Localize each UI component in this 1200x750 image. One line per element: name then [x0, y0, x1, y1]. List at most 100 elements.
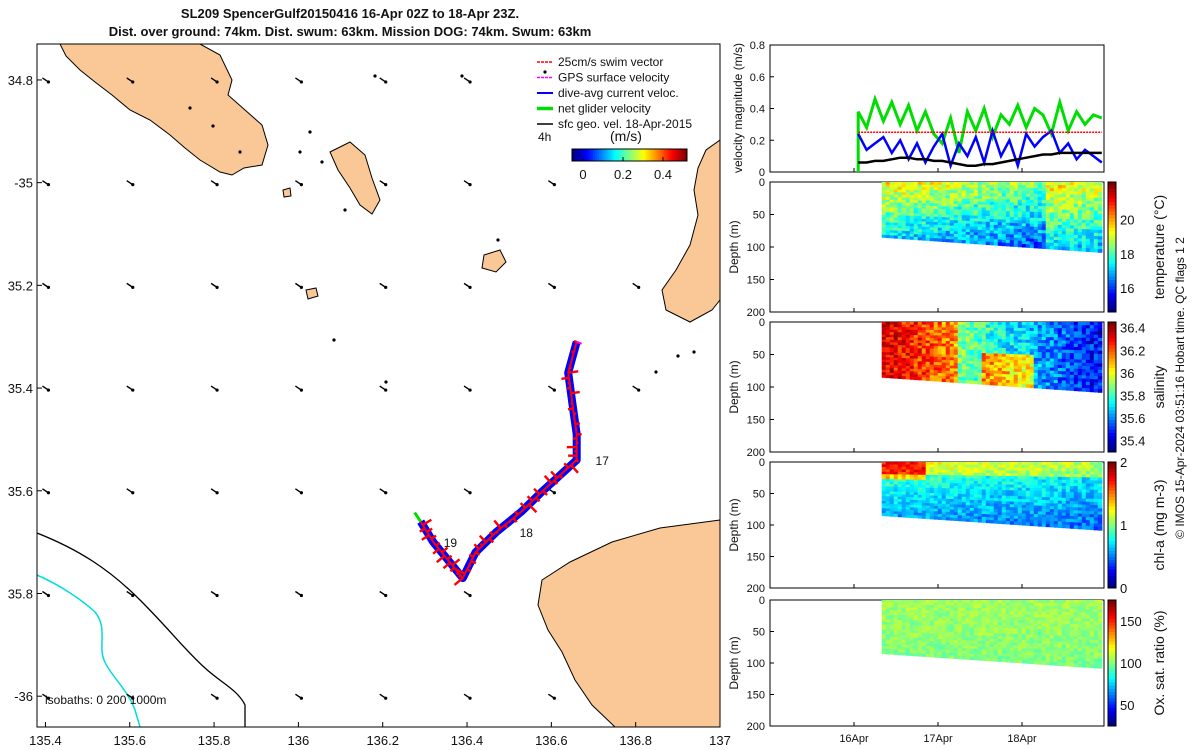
section-cell: [997, 644, 1003, 648]
section-cell: [1037, 364, 1043, 368]
section-cell: [941, 647, 947, 651]
section-cell: [1089, 465, 1095, 469]
section-cell: [893, 642, 899, 646]
section-cell: [1005, 345, 1011, 349]
section-cell: [1033, 205, 1039, 210]
section-cell: [1001, 199, 1007, 203]
section-cell: [933, 343, 939, 347]
section-cell: [1017, 648, 1023, 652]
section-cell: [909, 327, 915, 331]
section-cell: [1013, 184, 1019, 189]
section-cell: [1097, 360, 1103, 365]
section-cell: [1057, 237, 1063, 241]
section-cell: [989, 239, 995, 243]
colorbar-cell: [1108, 471, 1116, 476]
section-cell: [889, 212, 895, 216]
section-cell: [937, 641, 943, 645]
section-cell: [1073, 462, 1079, 466]
section-cell: [1033, 244, 1039, 249]
section-cell: [889, 644, 895, 648]
section-cell: [881, 217, 887, 221]
section-cell: [1025, 232, 1031, 236]
section-cell: [1009, 240, 1015, 244]
section-cell: [885, 189, 891, 193]
section-cell: [961, 193, 967, 197]
section-cell: [1049, 370, 1055, 375]
section-ytick-label: 0: [759, 177, 765, 189]
section-cell: [933, 238, 939, 242]
section-cell: [909, 184, 915, 188]
section-cell: [913, 497, 919, 501]
section-cell: [889, 506, 895, 510]
section-cell: [1057, 243, 1063, 247]
section-cell: [909, 342, 915, 346]
section-cell: [921, 216, 927, 220]
colorbar-cell: [1108, 247, 1116, 251]
section-cell: [957, 333, 963, 337]
section-cell: [1057, 521, 1063, 525]
section-cell: [1057, 377, 1063, 381]
section-cell: [945, 373, 951, 377]
section-cell: [1009, 515, 1015, 520]
section-cell: [933, 195, 939, 199]
section-cell: [909, 499, 915, 503]
section-cell: [893, 222, 899, 226]
section-cell: [981, 238, 987, 242]
section-cell: [1013, 342, 1019, 347]
section-cell: [1029, 202, 1035, 207]
section-cell: [949, 327, 955, 331]
section-cell: [925, 479, 931, 484]
colorbar-cell: [1108, 351, 1116, 355]
section-cell: [977, 369, 983, 374]
section-cell: [997, 503, 1003, 508]
section-cell: [1081, 519, 1087, 524]
section-cell: [885, 474, 891, 478]
section-cell: [1029, 487, 1035, 492]
section-cell: [933, 646, 939, 650]
section-cell: [1037, 385, 1043, 389]
section-cell: [1081, 325, 1087, 329]
section-cell: [1017, 193, 1023, 198]
section-cell: [1017, 380, 1023, 385]
section-cell: [981, 638, 987, 642]
section-cell: [1097, 489, 1103, 494]
section-cell: [889, 375, 895, 379]
section-cell: [1045, 337, 1051, 341]
section-cell: [985, 470, 991, 474]
section-cell: [901, 197, 907, 201]
section-cell: [1005, 216, 1011, 221]
section-cell: [957, 629, 963, 633]
section-cell: [929, 628, 935, 632]
section-cell: [1013, 631, 1019, 635]
section-cell: [933, 464, 939, 468]
section-cell: [885, 624, 891, 628]
section-cell: [933, 472, 939, 476]
section-cell: [981, 503, 987, 507]
section-cell: [1057, 371, 1063, 375]
section-cell: [1093, 468, 1099, 472]
section-cell: [929, 500, 935, 504]
section-cell: [1021, 375, 1027, 379]
section-cell: [945, 222, 951, 227]
section-cell: [993, 624, 999, 629]
section-cell: [1009, 602, 1015, 607]
section-cell: [1017, 464, 1023, 469]
velocity-ylabel: velocity magnitude (m/s): [731, 43, 745, 173]
section-cell: [973, 336, 979, 340]
section-cell: [997, 233, 1003, 238]
section-cell: [897, 362, 903, 367]
section-cell: [897, 622, 903, 626]
geo-vector-head-2: [215, 80, 219, 84]
section-cell: [1029, 467, 1035, 472]
section-cell: [977, 198, 983, 203]
section-cell: [1089, 200, 1095, 205]
section-cell: [1029, 654, 1035, 659]
section-cell: [937, 514, 943, 518]
section-cell: [937, 219, 943, 223]
section-cell: [1009, 653, 1015, 658]
section-cell: [965, 184, 971, 189]
section-cell: [957, 209, 963, 213]
section-cell: [1045, 331, 1051, 335]
section-cell: [957, 621, 963, 625]
section-cell: [1013, 642, 1019, 646]
